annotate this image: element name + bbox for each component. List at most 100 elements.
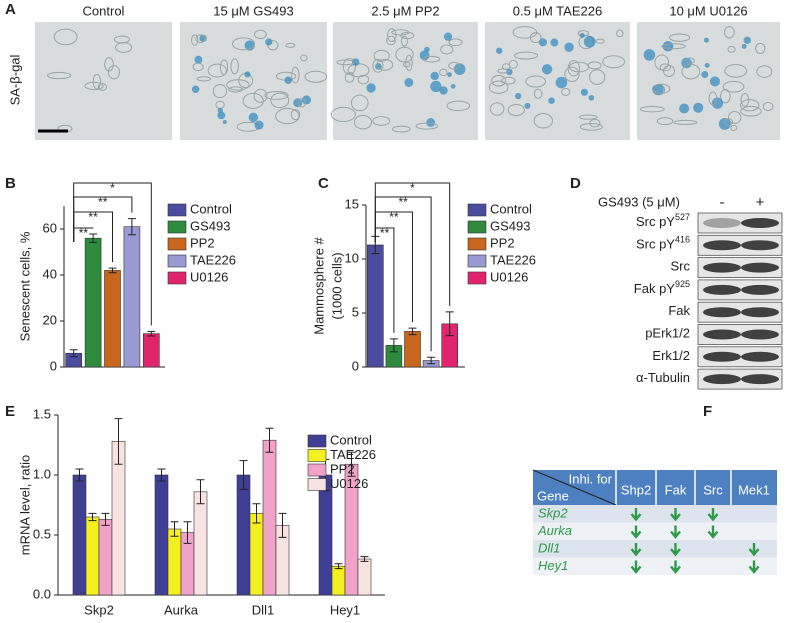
- band: [703, 374, 741, 385]
- row-label-sup: 416: [675, 235, 690, 245]
- cell: [330, 106, 356, 123]
- error-bar: [334, 563, 343, 570]
- legend-label: U0126: [330, 476, 368, 491]
- cell: [727, 45, 736, 53]
- error-bar: [157, 468, 166, 482]
- cell: [722, 80, 745, 93]
- legend-swatch: [467, 220, 487, 234]
- cell: [512, 26, 538, 39]
- corner-diagonal: [532, 469, 617, 506]
- cell: [651, 83, 671, 94]
- cell: [373, 49, 390, 62]
- error-bar: [147, 330, 156, 337]
- down-arrow: [670, 525, 681, 539]
- cell: [391, 125, 411, 133]
- panel-label: F: [703, 403, 712, 420]
- cell: [342, 58, 356, 75]
- stain: [217, 107, 223, 114]
- legend-label: PP2: [330, 461, 355, 476]
- down-arrow: [630, 560, 642, 574]
- down-arrow: [630, 543, 642, 557]
- column-header: Fak: [665, 482, 687, 497]
- legend-label: GS493: [190, 218, 230, 233]
- cell: [230, 58, 239, 75]
- stain: [564, 42, 574, 52]
- x-tick-label: Hey1: [330, 602, 360, 617]
- stain: [548, 97, 555, 104]
- significance-bracket: [73, 211, 113, 263]
- stain: [430, 80, 442, 93]
- row-label-sup: 527: [675, 212, 690, 222]
- stain: [580, 88, 589, 96]
- significance-label: **: [380, 226, 390, 240]
- bar: [154, 474, 169, 596]
- error-bar: [89, 233, 98, 243]
- error-bar: [252, 503, 261, 524]
- legend-swatch: [167, 220, 187, 234]
- stain: [404, 78, 414, 87]
- legend-swatch: [167, 237, 187, 251]
- legend-label: TAE226: [490, 252, 536, 267]
- band: [741, 262, 779, 273]
- image: [637, 22, 780, 140]
- band: [741, 351, 779, 362]
- error-bar: [196, 479, 205, 505]
- legend-swatch: [467, 271, 487, 285]
- error-bar: [360, 556, 369, 562]
- cell: [448, 38, 463, 47]
- legend-label: U0126: [190, 269, 228, 284]
- stain: [741, 43, 747, 49]
- row-label-text: Fak: [668, 304, 690, 319]
- table-row: [533, 522, 777, 540]
- cell: [195, 34, 206, 44]
- error-bar: [347, 451, 356, 477]
- cell: [639, 105, 665, 113]
- row-label-text: Src pY: [636, 237, 675, 252]
- row-label: Src: [671, 259, 691, 274]
- y-tick-label: 0: [50, 358, 57, 373]
- stain: [248, 112, 259, 123]
- cell: [579, 123, 603, 131]
- cell: [439, 68, 448, 77]
- cell: [595, 38, 605, 44]
- cell: [353, 114, 372, 130]
- micrograph: [485, 22, 630, 140]
- band: [703, 329, 741, 340]
- y-tick-label: 0: [352, 358, 359, 373]
- cell: [344, 71, 355, 83]
- cell: [616, 29, 624, 38]
- cell: [376, 58, 394, 71]
- legend-swatch: [307, 463, 327, 477]
- column-header: Src: [703, 482, 723, 497]
- band: [741, 374, 779, 385]
- band: [703, 262, 741, 273]
- legend-swatch: [167, 254, 187, 268]
- bar: [123, 226, 141, 368]
- cell: [372, 116, 391, 126]
- stain: [583, 35, 596, 48]
- cell: [720, 88, 731, 104]
- legend-swatch: [167, 203, 187, 217]
- stain: [550, 38, 559, 47]
- lane-label: +: [756, 194, 765, 211]
- down-arrow: [707, 508, 719, 522]
- band: [741, 329, 779, 340]
- stain: [555, 76, 568, 89]
- error-bar: [75, 468, 84, 482]
- stain: [284, 76, 293, 84]
- error-bar: [88, 512, 97, 522]
- stain: [265, 38, 273, 46]
- stain: [439, 86, 448, 95]
- cell: [192, 62, 204, 72]
- cell: [730, 124, 738, 132]
- image-title: Control: [83, 3, 125, 18]
- x-tick-label: Aurka: [164, 602, 199, 617]
- cell: [104, 57, 114, 72]
- cell: [489, 102, 505, 116]
- gene-name: Aurka: [537, 523, 572, 538]
- y-tick-label: 20: [43, 312, 57, 327]
- gene-name: Skp2: [538, 505, 568, 520]
- down-arrow: [748, 543, 760, 557]
- down-arrow: [630, 525, 642, 539]
- significance-label: **: [389, 210, 399, 224]
